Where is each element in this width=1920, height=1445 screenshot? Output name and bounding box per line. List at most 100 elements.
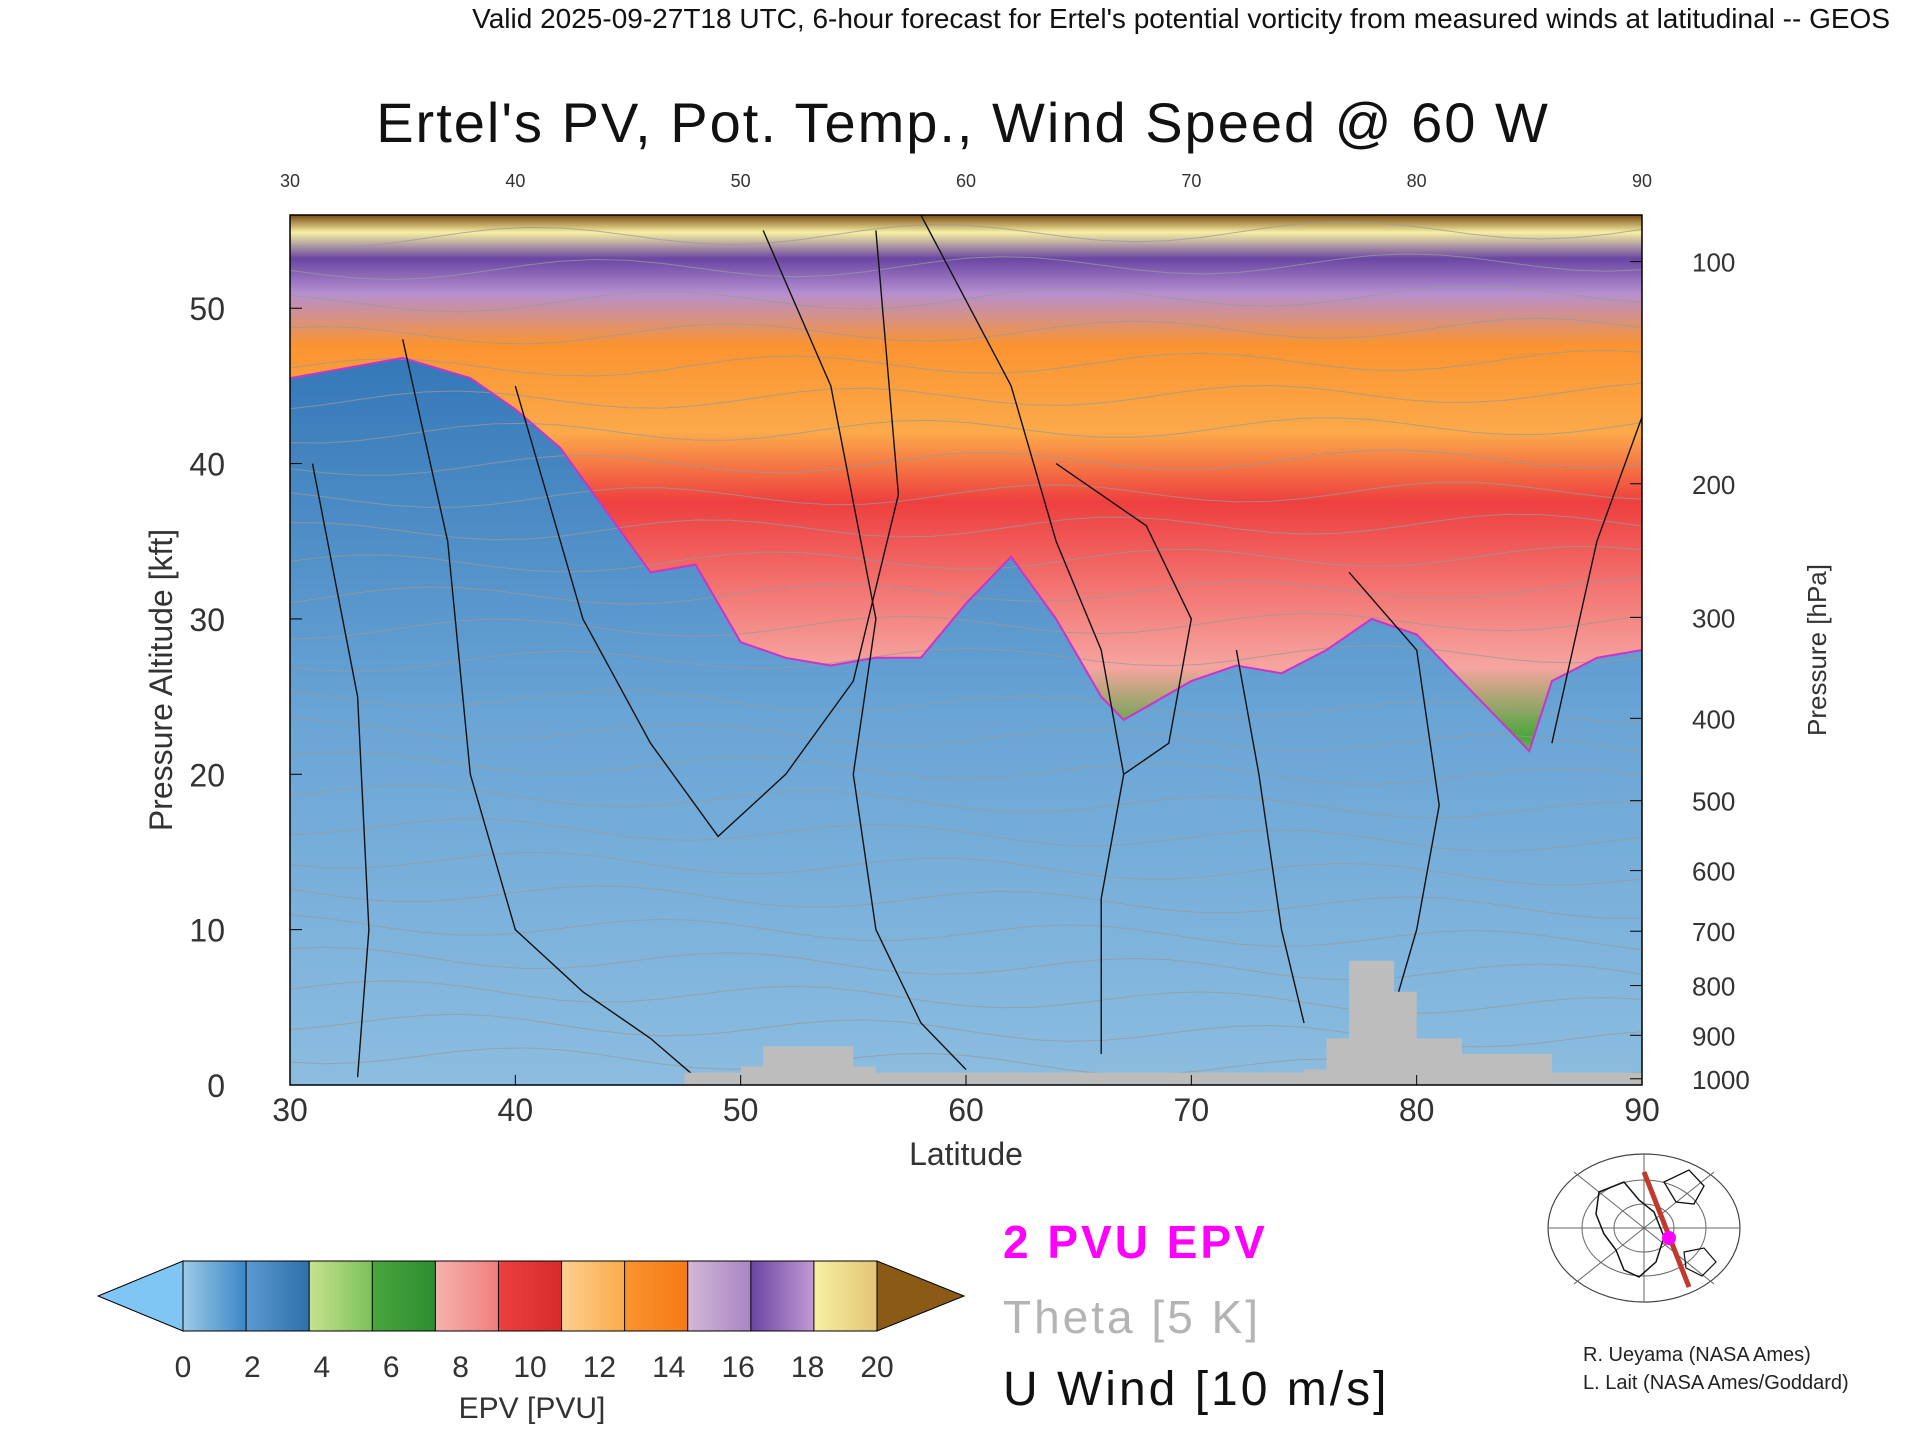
pressure-tick-label: 1000: [1692, 1065, 1750, 1095]
axes: 30 40 50 60 70 80 90 30 40 50 60 70 80 900 10 20 30 40 50 1…: [143, 171, 1832, 1172]
x-tick-label: 40: [498, 1092, 534, 1128]
theta-contour: [290, 417, 1642, 444]
colorbar-tick-label: 2: [244, 1351, 261, 1384]
theta-contour: [290, 785, 1642, 819]
u-wind-contour: [1551, 416, 1642, 744]
colorbar-segment: [624, 1261, 689, 1331]
theta-contour: [290, 317, 1642, 345]
theta-contour: [290, 382, 1642, 410]
colorbar-segment: [561, 1261, 626, 1331]
colorbar-tick-label: 0: [175, 1351, 192, 1384]
top-tick-label: 40: [505, 171, 525, 191]
credit-1: R. Ueyama (NASA Ames): [1583, 1344, 1811, 1366]
pressure-tick-label: 600: [1692, 857, 1735, 887]
pressure-tick-label: 200: [1692, 470, 1735, 500]
pressure-tick-label: 500: [1692, 787, 1735, 817]
x-tick-label: 80: [1399, 1092, 1435, 1128]
plot-area: [290, 215, 1642, 1085]
theta-contour: [290, 645, 1642, 672]
track-line: [1641, 1171, 1692, 1288]
theta-contour: [290, 717, 1642, 753]
colorbar-segment: [498, 1261, 563, 1331]
colorbar-tick-label: 18: [791, 1351, 824, 1384]
theta-contour: [290, 513, 1642, 541]
colorbar-tick-label: 16: [722, 1351, 755, 1384]
theta-contour: [290, 253, 1642, 281]
colorbar-tick-label: 12: [583, 1351, 616, 1384]
y2-axis-label: Pressure [hPa]: [1802, 564, 1832, 736]
theta-contour: [290, 689, 1642, 724]
pressure-tick-label: 800: [1692, 972, 1735, 1002]
theta-contour: [290, 851, 1642, 886]
colorbar-tick-label: 8: [452, 1351, 469, 1384]
locator-map-icon: [1544, 1152, 1744, 1304]
colorbar-segment: [750, 1261, 815, 1331]
theta-contour: [290, 885, 1642, 919]
top-tick-label: 90: [1632, 171, 1652, 191]
x-tick-label: 60: [948, 1092, 984, 1128]
y-tick-label: 50: [189, 291, 225, 327]
top-tick-label: 80: [1407, 171, 1427, 191]
x-tick-label: 90: [1624, 1092, 1660, 1128]
valid-line: Valid 2025-09-27T18 UTC, 6-hour forecast…: [472, 3, 1890, 34]
y-tick-label: 10: [189, 913, 225, 949]
colorbar-tick-label: 10: [513, 1351, 546, 1384]
theta-contour: [290, 578, 1642, 605]
colorbar-over-arrow: [876, 1260, 966, 1332]
u-wind-contour: [920, 215, 1125, 1054]
u-wind-contour: [762, 230, 967, 1070]
colorbar-tick-label: 14: [652, 1351, 685, 1384]
colorbar-segment: [183, 1261, 247, 1331]
colorbar-label: EPV [PVU]: [459, 1392, 606, 1425]
top-tick-label: 30: [280, 171, 300, 191]
colorbar-under-arrow: [96, 1260, 184, 1332]
pressure-tick-label: 100: [1692, 248, 1735, 278]
legend-entry: U Wind [10 m/s]: [1003, 1363, 1389, 1416]
legend-entry: 2 PVU EPV: [1003, 1216, 1268, 1268]
colorbar-frame: [182, 1260, 878, 1332]
theta-contour: [290, 221, 1642, 248]
y-tick-label: 40: [189, 447, 225, 483]
colorbar-tick-label: 6: [383, 1351, 400, 1384]
u-wind-contour: [311, 463, 370, 1078]
theta-contour: [290, 818, 1642, 852]
colorbar-segment: [372, 1261, 436, 1331]
terrain: [684, 960, 1642, 1085]
x-tick-label: 70: [1174, 1092, 1210, 1128]
plot-content: [290, 215, 1642, 1085]
theta-contour: [290, 612, 1642, 640]
legend: 2 PVU EPV Theta [5 K] U Wind [10 m/s]: [1003, 1216, 1389, 1416]
credit-2: L. Lait (NASA Ames/Goddard): [1583, 1372, 1849, 1394]
colorbar-segment: [435, 1261, 499, 1331]
u-wind-contour: [1235, 649, 1305, 1024]
pressure-tick-label: 900: [1692, 1021, 1735, 1051]
theta-contour: [290, 751, 1642, 785]
pressure-tick-label: 700: [1692, 917, 1735, 947]
y-tick-label: 30: [189, 602, 225, 638]
top-tick-label: 60: [956, 171, 976, 191]
chart-title: Ertel's PV, Pot. Temp., Wind Speed @ 60 …: [376, 91, 1550, 154]
pv2-contour: [290, 356, 1642, 753]
top-tick-label: 70: [1181, 171, 1201, 191]
colorbar-segment: [687, 1261, 752, 1331]
troposphere-fill: [290, 357, 1642, 1085]
theta-contour: [290, 285, 1642, 313]
x-tick-label: 50: [723, 1092, 759, 1128]
colorbar-segment: [813, 1261, 878, 1331]
colorbar-segment: [246, 1261, 310, 1331]
u-wind-contour: [1055, 463, 1193, 775]
u-wind-contour: [402, 339, 697, 1078]
x-axis-label: Latitude: [909, 1136, 1023, 1172]
colorbar: 0 2 4 6 8 10 12 14 16 18 20: [96, 1260, 966, 1384]
track-point: [1662, 1231, 1676, 1245]
colorbar-tick-label: 4: [313, 1351, 330, 1384]
y-tick-label: 20: [189, 757, 225, 793]
u-wind-contour: [514, 230, 900, 838]
legend-entry: Theta [5 K]: [1003, 1291, 1261, 1343]
x-tick-label: 30: [272, 1092, 308, 1128]
u-wind-contour: [1348, 571, 1440, 1008]
theta-contour: [290, 545, 1642, 573]
theta-contour: [290, 946, 1642, 981]
top-tick-label: 50: [731, 171, 751, 191]
